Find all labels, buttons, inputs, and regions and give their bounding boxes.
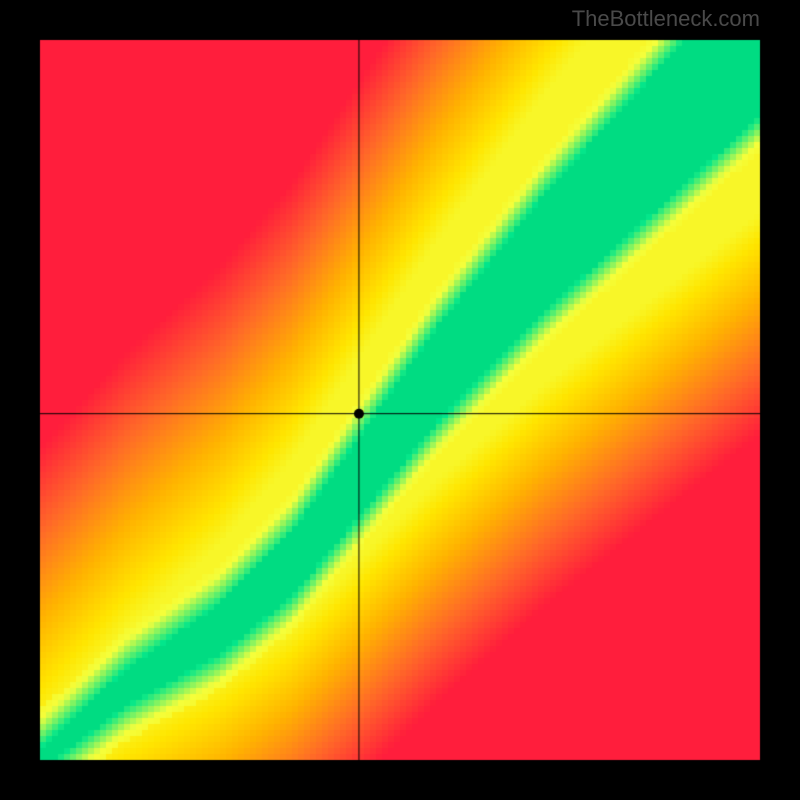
watermark-text: TheBottleneck.com xyxy=(572,6,760,32)
chart-container: TheBottleneck.com xyxy=(0,0,800,800)
bottleneck-heatmap xyxy=(0,0,800,800)
